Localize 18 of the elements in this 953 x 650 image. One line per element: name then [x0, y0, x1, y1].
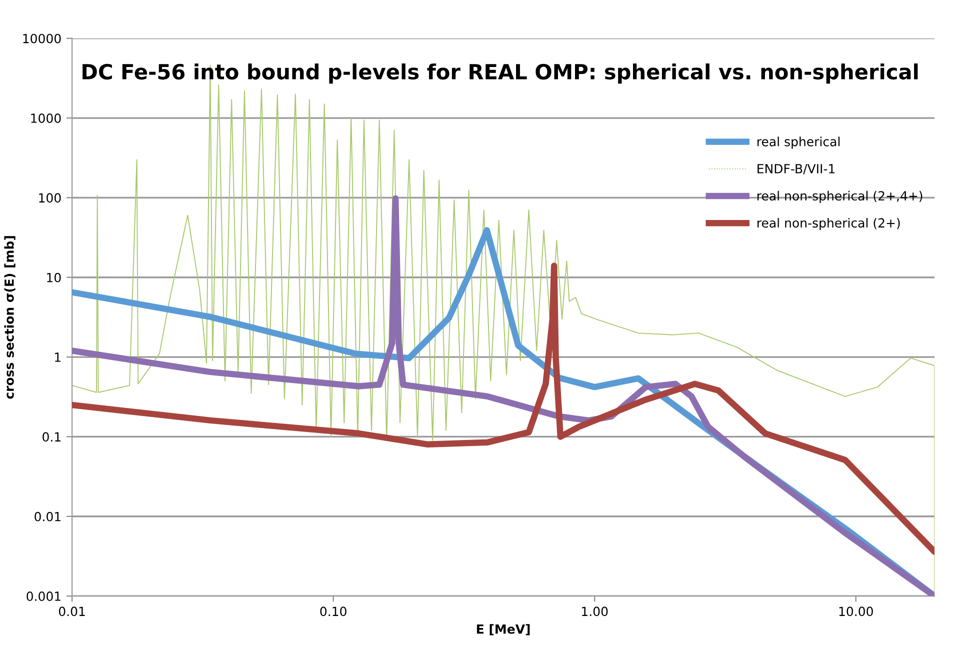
y-tick-label: 1	[55, 352, 60, 362]
legend-label: real non-spherical (2+,4+)	[758, 190, 922, 203]
y-tick-label: 0.001	[26, 592, 60, 601]
legend-label: ENDF-B/VII-1	[758, 164, 835, 174]
y-tick-label: 10000	[23, 34, 61, 44]
x-axis-title: E [MeV]	[476, 624, 530, 636]
y-axis-title: cross section σ(E) [mb]	[4, 236, 16, 399]
y-tick-label: 0.01	[34, 512, 60, 522]
y-tick-label: 1000	[31, 113, 61, 123]
x-tick-label: 0.01	[58, 606, 85, 616]
x-tick-label: 0.10	[320, 606, 346, 616]
x-tick-label: 1.00	[582, 606, 608, 616]
y-tick-label: 0.1	[42, 432, 60, 442]
legend-label: real non-spherical (2+)	[758, 218, 900, 230]
y-tick-label: 10	[47, 272, 61, 282]
y-tick-label: 100	[39, 193, 61, 203]
legend-label: real spherical	[758, 136, 840, 149]
x-tick-label: 10.00	[839, 606, 873, 616]
